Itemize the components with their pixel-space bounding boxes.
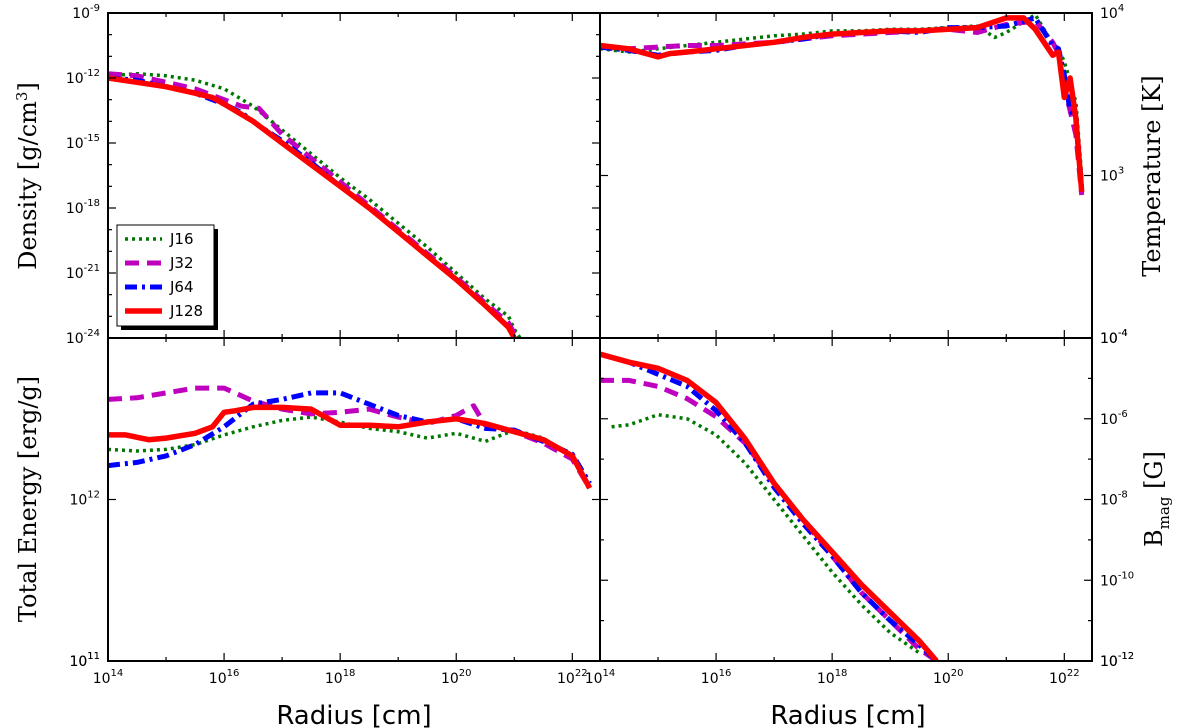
density-y-tick-label: 10-12 [66, 68, 100, 87]
bmag-series-j16 [611, 412, 921, 655]
density-series-j128 [108, 75, 517, 338]
bmag-frame [599, 337, 1093, 662]
density-y-tick-label: 10-15 [66, 133, 100, 152]
density-y-tick-label: 10-18 [66, 198, 100, 217]
total-energy-y-tick-label: 1012 [69, 490, 100, 509]
temperature-y-tick-label: 103 [1100, 166, 1124, 185]
total-energy-x-tick-label: 1018 [325, 668, 356, 687]
total-energy-x-tick-label: 1014 [93, 668, 124, 687]
total-energy-x-tick-label: 1016 [209, 668, 240, 687]
bmag-ylabel: Bmag [G] [1140, 451, 1173, 547]
density-y-tick-label: 10-9 [72, 3, 100, 22]
bmag-series-j128 [600, 351, 939, 661]
bmag-y-tick-label: 10-8 [1100, 490, 1128, 509]
bmag-y-tick-label-bottom: 10-12 [1100, 651, 1134, 670]
bmag-x-tick-label: 1022 [1049, 668, 1080, 687]
density-y-tick-label-bottom: 10-24 [66, 328, 100, 347]
total-energy-y-tick-label: 1011 [69, 651, 100, 670]
density-y-tick-label: 10-21 [66, 263, 100, 282]
bmag-x-tick-label: 1020 [933, 668, 964, 687]
total-energy-frame [107, 337, 601, 662]
temperature-ylabel: Temperature [K] [1138, 75, 1166, 277]
panel-temperature: 104 103 [599, 3, 1124, 339]
total-energy-x-tick-label: 1022 [557, 668, 588, 687]
bmag-series-group [600, 351, 939, 661]
bmag-y-tick-label: 10-12 [1100, 651, 1134, 670]
bmag-x-tick-label: 1014 [585, 668, 616, 687]
legend-label-j128: J128 [169, 302, 203, 320]
density-series-j16 [108, 71, 522, 338]
labels-layer: Density [g/cm3] Temperature [K] Total En… [13, 75, 1173, 728]
total-energy-ylabel: Total Energy [erg/g] [14, 376, 42, 622]
right-xlabel: Radius [cm] [770, 701, 925, 728]
panels-layer: 10-910-1210-1510-1810-211041031012101110… [66, 3, 1134, 687]
bmag-x-tick-label: 1016 [701, 668, 732, 687]
temperature-series-j64 [600, 15, 1085, 189]
temperature-series-j32 [600, 18, 1085, 196]
legend-label-j32: J32 [169, 254, 194, 272]
total-energy-y-tick-label-bottom: 1011 [69, 651, 100, 670]
legend-label-j16: J16 [169, 230, 194, 248]
temperature-series-j16 [600, 13, 1084, 176]
temperature-series-j128 [600, 15, 1085, 193]
temperature-y-tick-label-bottom: 10-4 [1100, 328, 1128, 347]
total-energy-series-j128 [108, 404, 593, 490]
density-ylabel: Density [g/cm3] [13, 82, 42, 270]
total-energy-x-tick-label: 1020 [441, 668, 472, 687]
bmag-y-tick-label: 10-6 [1100, 409, 1128, 428]
density-series-group [108, 71, 522, 338]
temperature-frame [599, 12, 1093, 339]
legend-label-j64: J64 [169, 278, 194, 296]
left-xlabel: Radius [cm] [276, 701, 431, 728]
temperature-series-group [600, 13, 1085, 196]
bmag-y-tick-label: 10-4 [1100, 328, 1128, 347]
panel-bmag: 10-4 10-6 10-8 10-10 10-12 1014 1016 1018 1020 10… [585, 328, 1134, 687]
legend: J16 J32 J64 J128 [116, 224, 218, 330]
temperature-y-tick-label: 104 [1100, 3, 1124, 22]
bmag-y-tick-label: 10-10 [1100, 570, 1134, 589]
bmag-x-tick-label: 1018 [817, 668, 848, 687]
total-energy-series-group [108, 385, 593, 490]
